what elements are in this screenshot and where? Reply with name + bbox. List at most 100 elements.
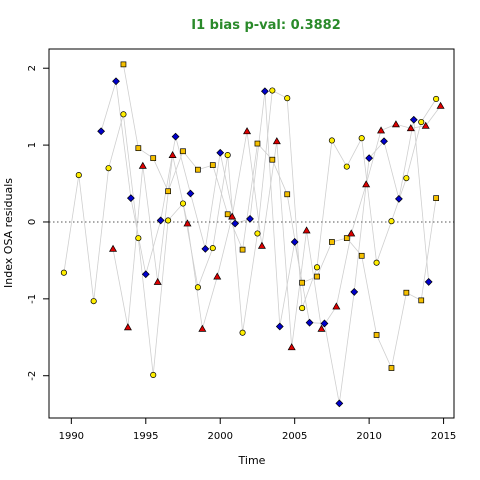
point-square <box>180 148 186 155</box>
point-circle <box>120 111 127 118</box>
point-diamond <box>97 127 106 136</box>
point-circle <box>388 218 395 225</box>
x-tick-label: 2005 <box>282 431 307 442</box>
y-axis: -2 -1 0 1 2 <box>27 65 49 381</box>
point-square <box>165 188 171 195</box>
point-diamond <box>171 132 180 141</box>
point-square <box>224 211 231 218</box>
series-lines <box>63 64 441 404</box>
point-square <box>299 279 305 286</box>
point-diamond <box>409 115 418 124</box>
point-triangle <box>153 277 162 285</box>
y-tick-label: -1 <box>27 294 38 304</box>
point-square <box>195 166 201 173</box>
x-tick-label: 1995 <box>133 431 158 442</box>
point-diamond <box>320 319 329 328</box>
point-triangle <box>138 161 147 169</box>
point-circle <box>373 259 380 266</box>
series-line-circle <box>63 89 437 375</box>
point-square <box>373 332 380 338</box>
point-triangle <box>168 150 177 158</box>
chart-title: I1 bias p-val: 0.3882 <box>191 18 341 33</box>
point-square <box>150 155 157 162</box>
point-square <box>358 252 365 259</box>
point-square <box>120 61 127 68</box>
point-circle <box>239 329 246 336</box>
point-triangle <box>347 229 356 237</box>
point-diamond <box>261 87 269 96</box>
point-diamond <box>126 194 135 203</box>
point-square <box>343 235 350 241</box>
point-circle <box>358 135 365 142</box>
point-triangle <box>436 101 445 109</box>
point-circle <box>194 284 201 291</box>
point-diamond <box>275 322 284 331</box>
point-triangle <box>406 124 415 132</box>
y-tick-label: 2 <box>27 65 38 71</box>
point-triangle <box>377 126 386 134</box>
plot-frame <box>48 48 455 419</box>
x-tick-label: 2010 <box>356 431 381 442</box>
point-square <box>403 289 410 296</box>
point-diamond <box>395 195 403 203</box>
point-triangle <box>362 180 371 188</box>
point-triangle <box>213 272 222 280</box>
point-triangle <box>109 244 118 252</box>
x-axis: 1990 1995 2000 2005 2010 2015 <box>59 418 456 442</box>
point-circle <box>284 95 291 102</box>
point-diamond <box>216 148 225 157</box>
point-circle <box>165 217 172 224</box>
point-circle <box>403 175 410 182</box>
point-square <box>239 246 246 253</box>
point-triangle <box>123 323 132 331</box>
point-triangle <box>228 212 237 220</box>
point-circle <box>150 371 157 379</box>
point-square <box>314 273 320 280</box>
point-diamond <box>335 399 344 408</box>
point-triangle <box>257 241 266 249</box>
point-circle <box>90 298 97 305</box>
point-square <box>388 365 395 371</box>
point-diamond <box>380 137 388 146</box>
point-triangle <box>198 324 207 332</box>
point-square <box>284 191 291 198</box>
point-diamond <box>112 77 120 86</box>
point-circle <box>60 269 67 276</box>
point-square <box>269 156 276 163</box>
point-circle <box>224 152 231 159</box>
y-tick-label: 1 <box>27 142 38 148</box>
point-diamond <box>365 154 374 163</box>
point-circle <box>209 245 216 252</box>
point-diamond <box>231 219 240 228</box>
point-diamond <box>246 214 254 223</box>
x-axis-label: Time <box>238 454 266 467</box>
point-diamond <box>156 216 165 225</box>
y-tick-label: 0 <box>27 219 38 225</box>
point-circle <box>75 172 82 179</box>
point-square <box>254 140 261 147</box>
point-triangle <box>332 302 341 310</box>
point-circle <box>254 230 261 237</box>
point-circle <box>299 305 306 312</box>
point-circle <box>343 163 350 170</box>
point-circle <box>418 118 425 126</box>
point-square <box>135 145 142 152</box>
point-triangle <box>243 127 252 135</box>
point-triangle <box>391 120 400 128</box>
point-circle <box>328 137 335 144</box>
point-square <box>209 162 216 168</box>
point-diamond <box>305 318 314 327</box>
point-diamond <box>290 238 299 246</box>
data-points <box>60 61 445 408</box>
point-square <box>433 195 439 201</box>
y-axis-label: Index OSA residuals <box>2 178 15 288</box>
point-diamond <box>201 244 210 253</box>
point-circle <box>313 264 321 271</box>
point-circle <box>105 165 112 172</box>
point-diamond <box>186 189 195 198</box>
point-square <box>329 239 335 245</box>
point-circle <box>135 235 142 242</box>
point-circle <box>179 200 187 207</box>
point-triangle <box>287 343 296 351</box>
